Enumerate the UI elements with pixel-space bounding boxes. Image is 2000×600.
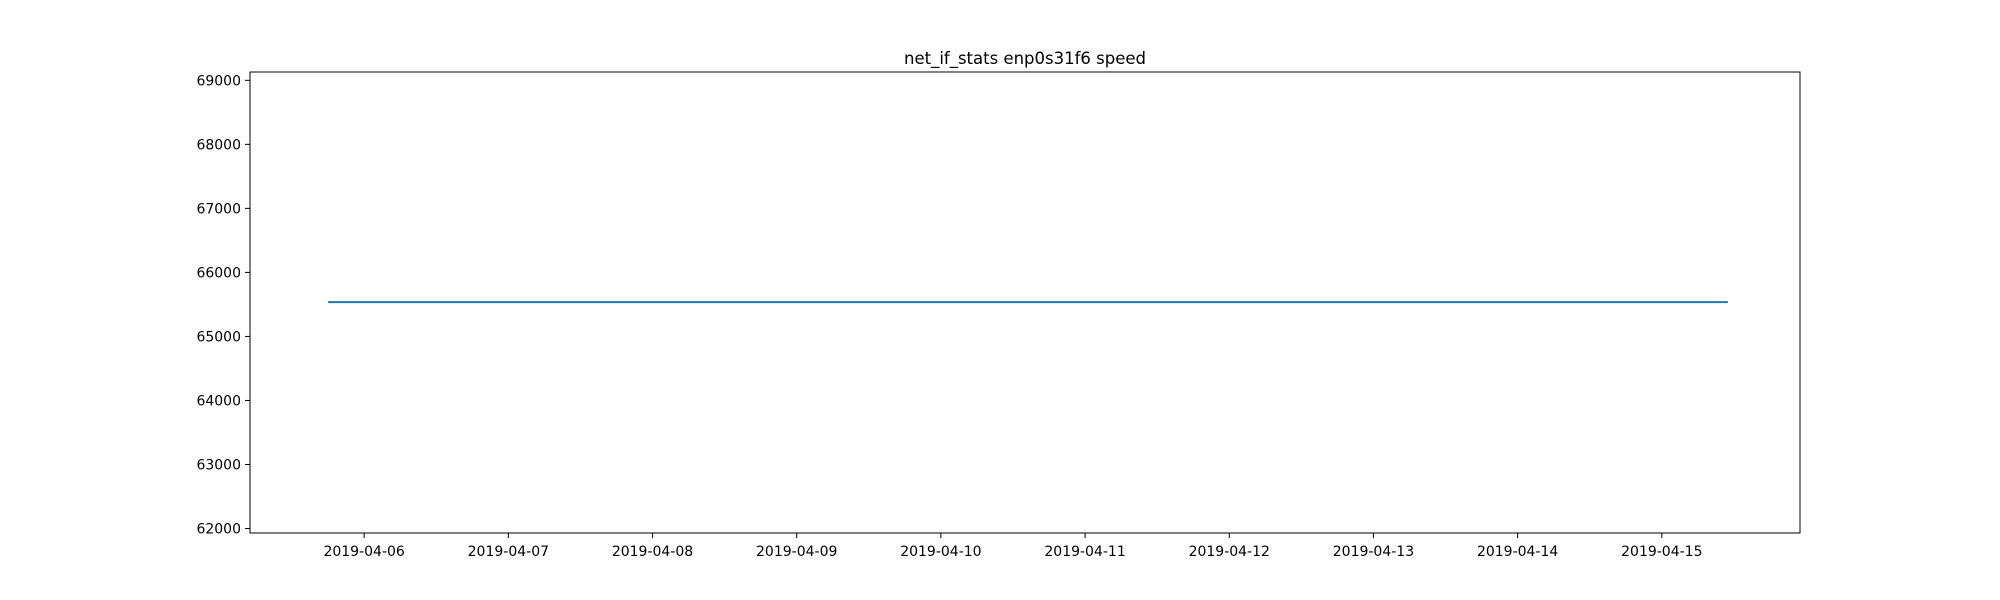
x-tick-label: 2019-04-07 [468,544,549,560]
x-tick-label: 2019-04-09 [756,544,837,560]
y-tick-label: 68000 [196,137,241,153]
x-tick-label: 2019-04-11 [1044,544,1125,560]
y-tick-label: 66000 [196,265,241,281]
y-tick-label: 64000 [196,393,241,409]
x-tick-label: 2019-04-12 [1189,544,1270,560]
plot-frame [249,71,1801,534]
x-axis: 2019-04-06 2019-04-07 2019-04-08 2019-04-09… [323,533,1703,560]
x-tick-label: 2019-04-14 [1477,544,1558,560]
x-tick-label: 2019-04-15 [1621,544,1702,560]
y-tick-label: 63000 [196,457,241,473]
chart-title: net_if_stats enp0s31f6 speed [904,49,1146,69]
y-tick-label: 65000 [196,329,241,345]
x-tick-label: 2019-04-13 [1333,544,1414,560]
y-axis: 62000 63000 64000 65000 66000 67000 68000 69000 [196,73,250,538]
y-tick-label: 67000 [196,201,241,217]
y-tick-label: 62000 [196,522,241,538]
x-tick-label: 2019-04-10 [900,544,981,560]
x-tick-label: 2019-04-06 [323,544,404,560]
y-tick-label: 69000 [196,73,241,89]
x-tick-label: 2019-04-08 [612,544,693,560]
